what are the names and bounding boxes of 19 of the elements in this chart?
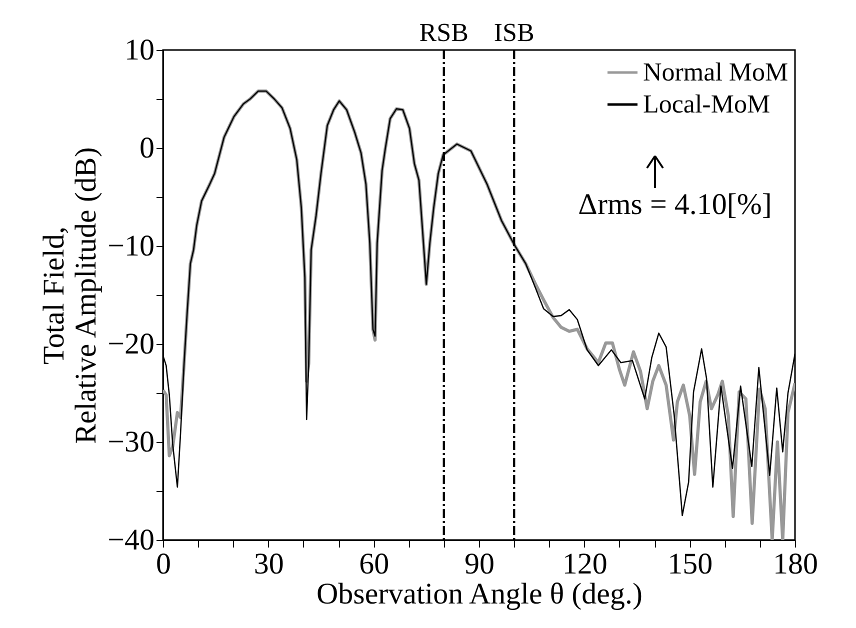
legend-label: Normal MoM	[643, 58, 788, 86]
x-tick-label: 180	[773, 548, 818, 580]
x-tick-label: 90	[464, 548, 494, 580]
legend-label: Local-MoM	[643, 90, 770, 118]
y-axis-title: Total Field, Relative Amplitude (dB)	[38, 147, 103, 444]
y-tick-label: 0	[140, 132, 154, 164]
y-tick-label: −30	[108, 426, 154, 458]
x-tick-label: 60	[359, 548, 390, 580]
x-tick-label: 150	[668, 548, 713, 580]
ref-line-label: RSB	[419, 18, 468, 47]
y-tick-label: −20	[108, 328, 154, 360]
y-tick-label: 10	[124, 34, 154, 66]
y-tick-label: −10	[108, 230, 154, 262]
x-tick-label: 120	[562, 548, 608, 580]
y-tick-label: −40	[108, 524, 154, 556]
x-tick-label: 30	[254, 548, 284, 580]
annotation: Δrms = 4.10[%]	[578, 188, 772, 221]
x-axis-title: Observation Angle θ (deg.)	[316, 578, 642, 610]
ref-line-label: ISB	[494, 18, 534, 47]
